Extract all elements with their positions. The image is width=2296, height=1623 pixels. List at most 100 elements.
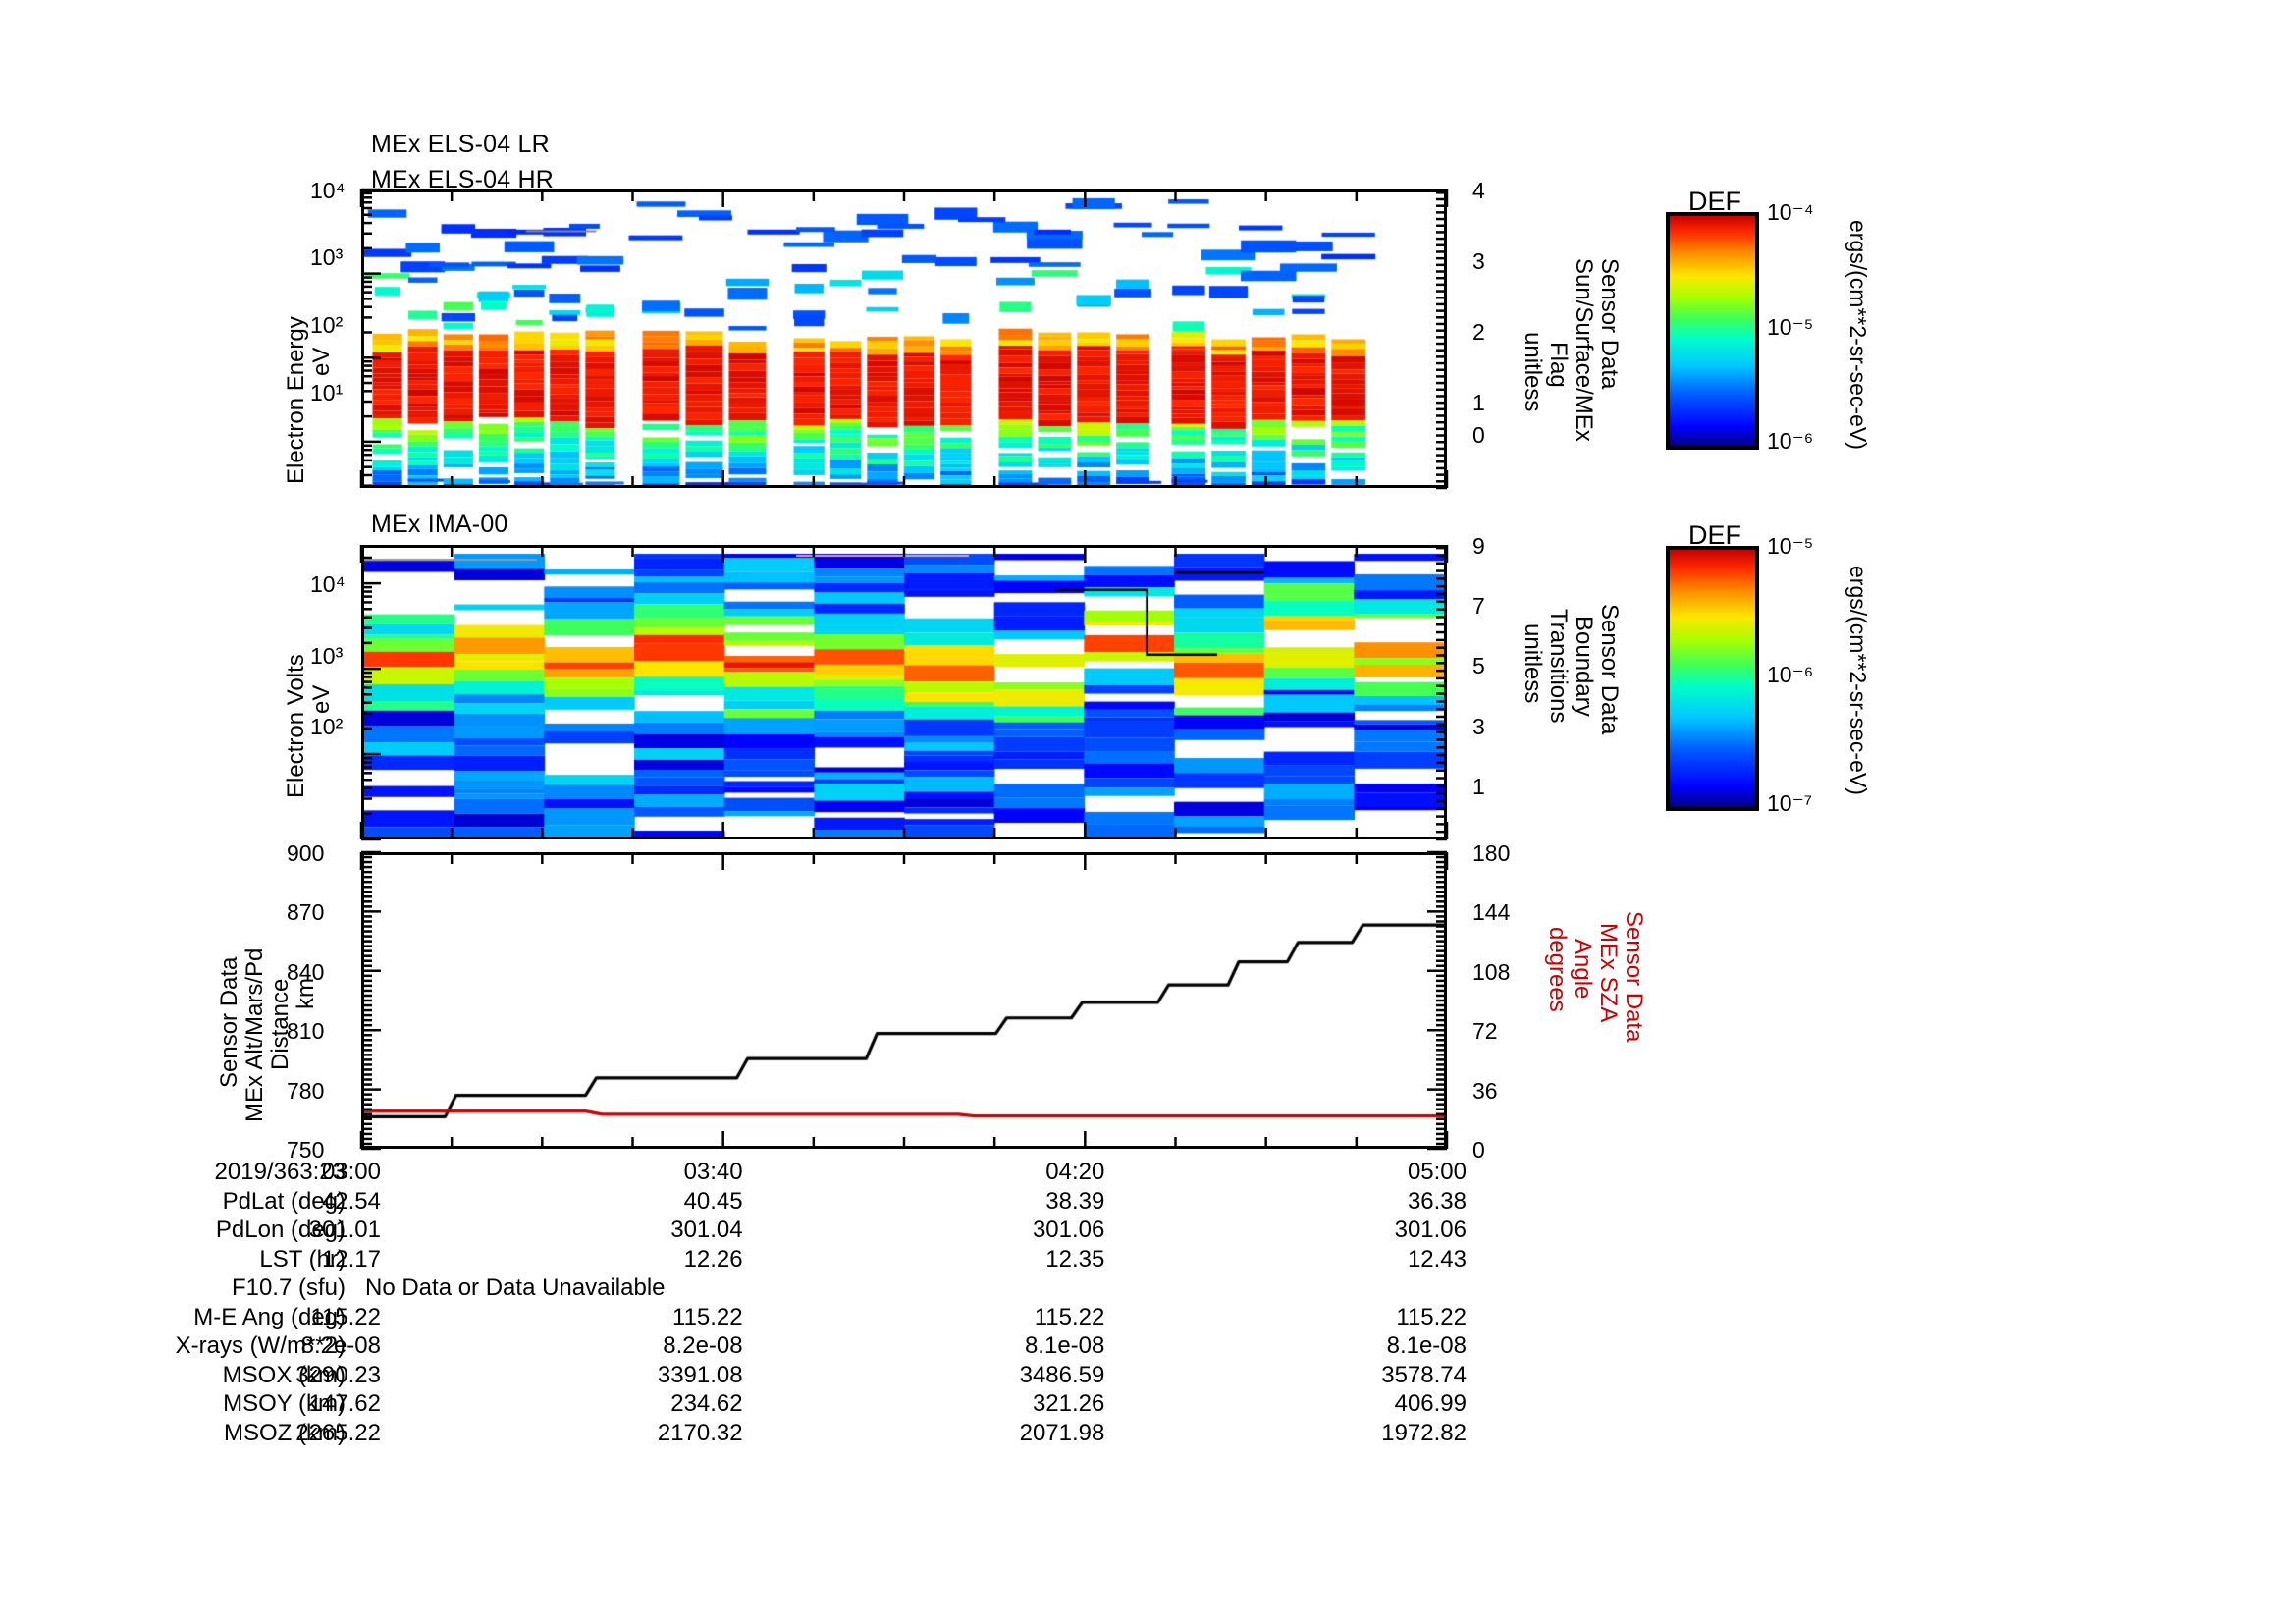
table-cell: 2265.22 (295, 1419, 381, 1446)
panel1-canvas (364, 192, 1444, 485)
table-cell: 301.06 (1394, 1217, 1467, 1243)
table-cell: 115.22 (310, 1303, 381, 1330)
panel3-ytick-4: 780 (287, 1078, 325, 1104)
panel1-y2label-line3: Flag (1545, 342, 1572, 388)
panel1-y2tick-3: 1 (1472, 390, 1485, 415)
panel3-lineplot[interactable] (361, 852, 1447, 1149)
colorbar-2 (1666, 546, 1759, 811)
panel1-y2tick-4: 0 (1472, 422, 1485, 448)
panel1-title-hr: MEx ELS-04 HR (371, 166, 554, 193)
table-cell: 2170.32 (657, 1419, 743, 1446)
table-cell: 03:00 (321, 1159, 381, 1185)
table-cell: 3486.59 (1019, 1361, 1105, 1388)
panel2-ytick-0: 10⁴ (310, 571, 346, 597)
table-cell: 12.43 (1407, 1245, 1467, 1272)
table-cell: 04:20 (1045, 1159, 1105, 1185)
panel2-y2label: Sensor Data Boundary Transitions unitles… (1517, 545, 1644, 839)
bottom-data-table: 2019/363:23 03:00 03:40 04:20 05:00 PdLat (de… (0, 1159, 2296, 1551)
panel1-spectrogram[interactable] (361, 189, 1447, 488)
panel2-ylabel-line1: Electron Volts (283, 654, 309, 798)
table-row-label: PdLat (deg) (222, 1187, 346, 1215)
panel1-y2label-line1: Sensor Data (1596, 258, 1623, 390)
table-cell: 12.35 (1045, 1245, 1105, 1272)
table-cell: 115.22 (1034, 1303, 1105, 1330)
panel2-y2tick-4: 1 (1472, 774, 1485, 799)
panel3-y2label: Sensor Data MEx SZA Angle degrees (1541, 852, 1669, 1149)
panel2-y2tick-1: 7 (1472, 593, 1485, 619)
table-cell: 321.26 (1032, 1390, 1105, 1417)
panel2-y2tick-2: 5 (1472, 653, 1485, 678)
panel1-title-lr: MEx ELS-04 LR (371, 131, 550, 158)
panel2-y2label-line4: unitless (1520, 623, 1546, 704)
colorbar-2-mid-label: 10⁻⁶ (1767, 662, 1814, 687)
panel2-y2tick-3: 3 (1472, 714, 1485, 739)
colorbar-1-top-label: 10⁻⁴ (1767, 199, 1814, 225)
colorbar-2-top-label: 10⁻⁵ (1767, 533, 1814, 559)
panel3-y2tick-5: 0 (1472, 1137, 1485, 1163)
table-cell: 8.2e-08 (663, 1332, 743, 1359)
panel2-y2label-line2: Boundary (1571, 616, 1597, 717)
panel2-spectrogram[interactable] (361, 545, 1447, 839)
panel3-ytick-3: 810 (287, 1018, 325, 1044)
panel3-y2label-line3: Angle (1570, 939, 1596, 1000)
panel1-y2tick-1: 3 (1472, 248, 1485, 274)
table-row-label: MSOX (km) (222, 1361, 346, 1388)
panel2-y2label-line3: Transitions (1545, 609, 1572, 724)
panel1-ytick-1: 10³ (310, 244, 344, 270)
panel3-y2tick-1: 144 (1472, 899, 1511, 925)
panel1-y2label: Sensor Data Sun/Surface/MEx Flag unitles… (1517, 189, 1644, 494)
table-cell: 301.06 (1032, 1217, 1105, 1243)
panel1-ylabel-line2: eV (308, 347, 335, 376)
table-cell: 234.62 (670, 1390, 743, 1417)
panel3-ylabel-line3: Distance (267, 978, 294, 1070)
table-cell: 301.01 (308, 1217, 381, 1243)
panel1-ytick-0: 10⁴ (310, 178, 346, 203)
colorbar-2-bottom-label: 10⁻⁷ (1767, 790, 1813, 816)
table-cell: 38.39 (1045, 1187, 1105, 1215)
panel2-ytick-1: 10³ (310, 643, 344, 669)
table-row-label: PdLon (deg) (215, 1217, 346, 1243)
table-cell: 301.04 (670, 1217, 743, 1243)
panel2-y2label-line1: Sensor Data (1596, 604, 1623, 735)
panel3-y2tick-0: 180 (1472, 840, 1511, 866)
colorbar-1-units-text: ergs/(cm**2-sr-sec-eV) (1845, 220, 1871, 450)
colorbar-1-mid-label: 10⁻⁵ (1767, 314, 1814, 340)
colorbar-2-title: DEF (1688, 520, 1741, 550)
panel2-y2tick-0: 9 (1472, 533, 1485, 559)
table-cell: 8.1e-08 (1024, 1332, 1105, 1359)
table-cell: 03:40 (683, 1159, 743, 1185)
table-cell: 8.1e-08 (1386, 1332, 1467, 1359)
panel3-y2tick-2: 108 (1472, 959, 1511, 985)
panel3-y2tick-4: 36 (1472, 1078, 1498, 1104)
colorbar-2-units-text: ergs/(cm**2-sr-sec-eV) (1845, 566, 1871, 795)
table-cell: 36.38 (1407, 1187, 1467, 1215)
panel2-title: MEx IMA-00 (371, 511, 508, 538)
panel3-ytick-2: 840 (287, 959, 325, 985)
panel2-ytick-2: 10² (310, 714, 344, 739)
table-cell: 8.2e-08 (300, 1332, 381, 1359)
colorbar-1-title: DEF (1688, 187, 1741, 216)
table-cell: 3391.08 (657, 1361, 743, 1388)
panel3-ytick-5: 750 (287, 1137, 325, 1163)
panel2-ylabel-line2: eV (308, 684, 335, 714)
table-cell: 406.99 (1394, 1390, 1467, 1417)
table-cell: 2071.98 (1019, 1419, 1105, 1446)
colorbar-1-bottom-label: 10⁻⁶ (1767, 428, 1814, 454)
colorbar-2-units: ergs/(cm**2-sr-sec-eV) (1845, 546, 1885, 811)
colorbar-1-units: ergs/(cm**2-sr-sec-eV) (1845, 212, 1885, 450)
table-cell: 3578.74 (1381, 1361, 1467, 1388)
table-row-label: MSOZ (km) (224, 1419, 346, 1446)
table-row-label: LST (hr) (259, 1245, 346, 1272)
panel3-ytick-1: 870 (287, 899, 325, 925)
table-cell: 3290.23 (295, 1361, 381, 1388)
table-cell: 12.17 (321, 1245, 381, 1272)
panel1-ylabel-line1: Electron Energy (283, 316, 309, 484)
table-cell: 115.22 (1396, 1303, 1467, 1330)
panel2-canvas (364, 548, 1444, 837)
table-cell: 40.45 (683, 1187, 743, 1215)
table-cell: No Data or Data Unavailable (365, 1274, 666, 1301)
panel3-ylabel: Sensor Data MEx Alt/Mars/Pd Distance km (194, 852, 319, 1149)
panel1-y2tick-2: 2 (1472, 319, 1485, 345)
table-row-label: 2019/363:23 (214, 1159, 346, 1185)
table-row-label: F10.7 (sfu) (231, 1274, 346, 1301)
